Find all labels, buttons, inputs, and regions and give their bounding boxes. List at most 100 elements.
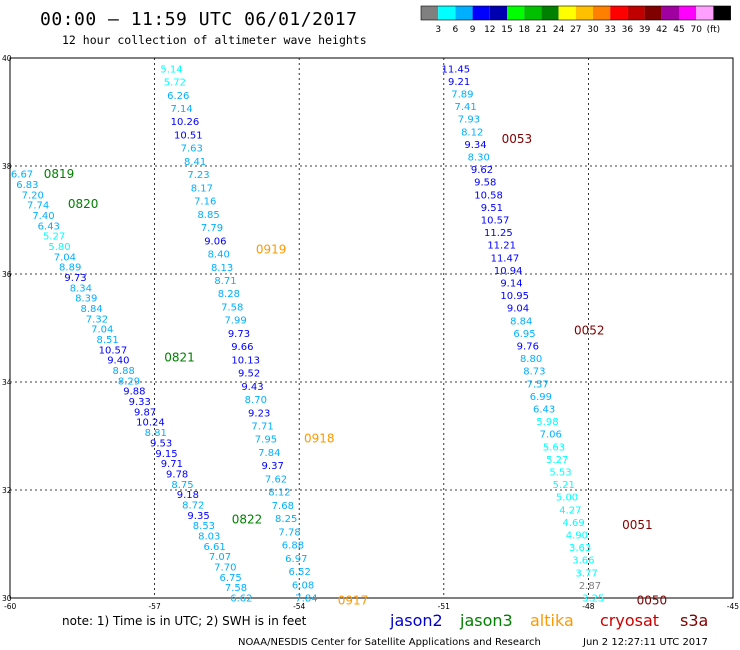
wave-height-value: 5.53: [549, 468, 571, 479]
pass-time-label: 0820: [68, 197, 99, 211]
wave-height-value: 6.67: [11, 170, 33, 181]
wave-height-value: 7.79: [201, 223, 223, 234]
wave-height-value: 6.95: [513, 329, 535, 340]
wave-height-value: 3.63: [569, 543, 591, 554]
colorbar-swatch: [713, 6, 731, 20]
wave-height-value: 8.25: [275, 514, 297, 525]
wave-height-value: 8.12: [461, 127, 483, 138]
colorbar-label: 15: [501, 25, 512, 35]
wave-height-value: 8.84: [510, 316, 532, 327]
wave-height-value: 10.57: [99, 345, 128, 356]
wave-height-value: 6.08: [292, 580, 314, 591]
colorbar-label: 33: [604, 25, 615, 35]
wave-height-value: 5.00: [556, 493, 578, 504]
colorbar-swatch: [455, 6, 473, 20]
pass-time-label: 0819: [44, 167, 75, 181]
colorbar-label: (ft): [707, 25, 721, 35]
tracks: 6.676.837.207.747.406.435.275.807.048.89…: [11, 64, 604, 604]
page-title: 00:00 – 11:59 UTC 06/01/2017: [40, 9, 357, 30]
y-tick-label: 30: [2, 594, 12, 603]
wave-height-value: 7.63: [181, 144, 203, 155]
colorbar-label: 3: [435, 25, 441, 35]
wave-height-value: 7.23: [187, 170, 209, 181]
wave-height-value: 9.76: [517, 342, 539, 353]
wave-height-value: 10.26: [171, 117, 200, 128]
wave-height-value: 8.34: [70, 283, 92, 294]
x-tick-label: -57: [148, 602, 160, 611]
wave-height-value: 5.63: [543, 442, 565, 453]
colorbar-frame: [420, 5, 731, 21]
wave-height-value: 7.62: [265, 474, 287, 485]
wave-height-value: 11.25: [484, 228, 513, 239]
wave-height-value: 10.95: [500, 291, 529, 302]
colorbar-swatch: [438, 6, 456, 20]
wave-height-value: 8.71: [214, 276, 236, 287]
colorbar-label: 70: [690, 25, 702, 35]
wave-height-value: 9.40: [107, 356, 129, 367]
colorbar-label: 39: [639, 25, 651, 35]
wave-height-value: 6.88: [282, 541, 304, 552]
legend: jason2 jason3 altika cryosat s3a: [389, 611, 708, 630]
pass-time-label: 0052: [574, 324, 605, 338]
y-tick-label: 40: [2, 54, 12, 63]
wave-height-value: 6.75: [220, 573, 242, 584]
wave-height-value: 9.78: [166, 469, 188, 480]
wave-height-value: 7.20: [22, 190, 44, 201]
wave-height-value: 9.53: [150, 438, 172, 449]
legend-altika: altika: [530, 611, 574, 630]
pass-time-label: 0050: [637, 594, 668, 608]
wave-height-value: 9.21: [448, 77, 470, 88]
wave-height-value: 8.17: [191, 183, 213, 194]
wave-height-value: 8.40: [208, 250, 230, 261]
wave-height-value: 8.75: [171, 480, 193, 491]
wave-height-value: 8.51: [97, 335, 119, 346]
wave-height-value: 7.07: [209, 552, 231, 563]
y-tick-label: 38: [2, 162, 12, 171]
wave-height-value: 9.88: [123, 387, 145, 398]
wave-height-value: 5.14: [160, 64, 182, 75]
wave-height-value: 7.93: [458, 115, 480, 126]
colorbar-label: 21: [536, 25, 547, 35]
wave-height-value: 7.06: [540, 430, 562, 441]
wave-height-value: 8.12: [268, 488, 290, 499]
wave-height-value: 11.21: [487, 241, 516, 252]
colorbar-swatch: [575, 6, 593, 20]
wave-height-value: 8.81: [145, 428, 167, 439]
grid: [10, 58, 733, 598]
wave-height-value: 5.27: [43, 232, 65, 243]
legend-s3a: s3a: [680, 611, 708, 630]
wave-height-value: 3.25: [582, 594, 604, 605]
wave-height-value: 9.04: [507, 304, 529, 315]
wave-height-value: 8.03: [198, 531, 220, 542]
colorbar-swatch: [644, 6, 662, 20]
wave-height-value: 9.37: [262, 461, 284, 472]
wave-height-value: 7.84: [295, 594, 317, 605]
timestamp-text: Jun 2 12:27:11 UTC 2017: [582, 637, 708, 648]
pass-time-label: 0919: [256, 243, 287, 257]
pass-time-label: 0917: [338, 594, 369, 608]
wave-height-value: 7.71: [251, 422, 273, 433]
wave-height-value: 8.72: [182, 500, 204, 511]
pass-time-label: 0821: [164, 351, 195, 365]
wave-height-value: 4.27: [559, 505, 581, 516]
wave-height-value: 7.95: [255, 435, 277, 446]
colorbar-swatch: [696, 6, 714, 20]
wave-height-value: 5.72: [164, 78, 186, 89]
colorbar-label: 9: [470, 25, 476, 35]
wave-height-value: 3.77: [576, 568, 598, 579]
wave-height-value: 8.85: [197, 210, 219, 221]
wave-height-value: 9.06: [204, 236, 226, 247]
wave-height-value: 8.13: [211, 263, 233, 274]
track-labels: 0819 0820 0821 0822 0919 0918 0917 0053 0052 0051…: [44, 132, 667, 608]
colorbar-label: 18: [518, 25, 530, 35]
wave-height-value: 9.18: [177, 490, 199, 501]
wave-height-value: 7.68: [272, 501, 294, 512]
wave-height-value: 4.90: [566, 531, 588, 542]
wave-height-value: 11.47: [491, 253, 520, 264]
wave-height-value: 9.23: [248, 408, 270, 419]
colorbar-label: 12: [484, 25, 495, 35]
wave-height-value: 11.45: [442, 64, 471, 75]
wave-height-value: 9.87: [134, 407, 156, 418]
wave-height-value: 7.57: [526, 379, 548, 390]
